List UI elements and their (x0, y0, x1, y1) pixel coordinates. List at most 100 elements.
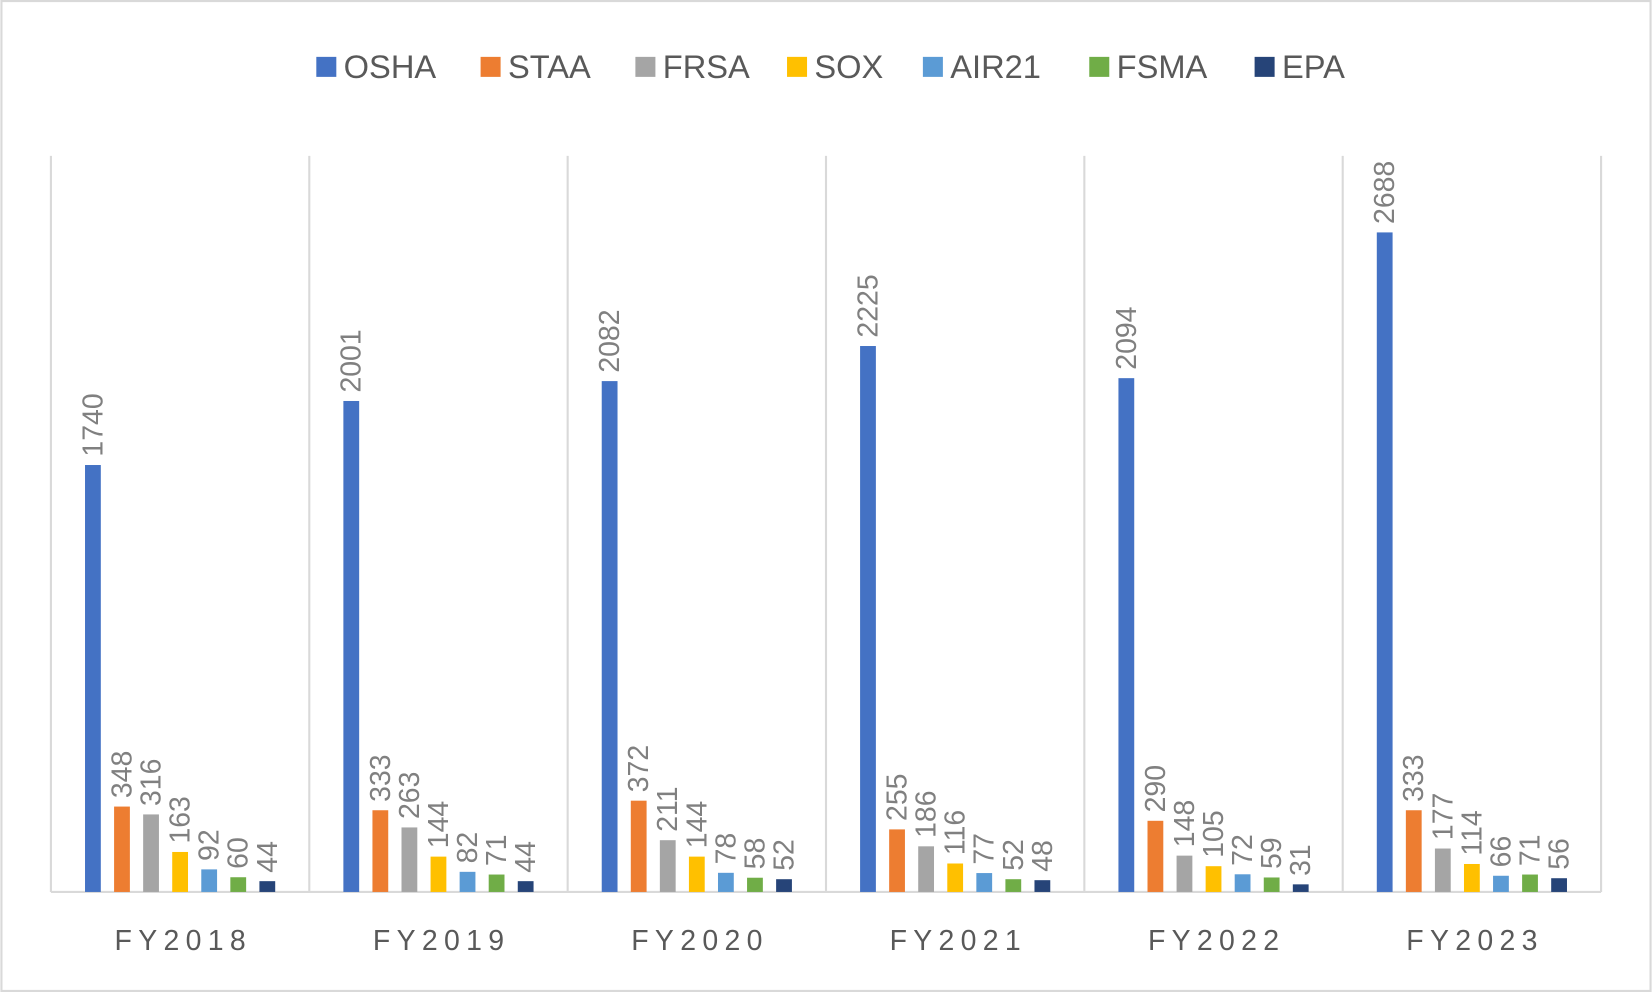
bar-epa-fy2023 (1551, 878, 1567, 892)
data-label: 144 (423, 801, 455, 848)
bar-epa-fy2020 (776, 879, 792, 892)
legend-swatch (922, 56, 943, 77)
bar-staa-fy2023 (1405, 810, 1422, 892)
data-label: 2082 (594, 309, 626, 372)
legend-label: EPA (1282, 48, 1345, 85)
bars (85, 232, 1567, 892)
legend-item-epa: EPA (1254, 48, 1345, 85)
data-label: 44 (252, 841, 284, 873)
data-label: 163 (165, 796, 197, 843)
bar-osha-fy2022 (1118, 378, 1135, 892)
bar-sox-fy2018 (172, 851, 189, 892)
bar-fsma-fy2020 (747, 877, 763, 892)
data-label: 116 (940, 810, 972, 855)
x-tick-label: FY2019 (373, 925, 510, 957)
data-label: 82 (452, 832, 484, 864)
bar-frsa-fy2023 (1434, 848, 1451, 892)
data-label: 44 (510, 841, 542, 873)
bar-frsa-fy2020 (659, 840, 676, 892)
x-axis-ticks: FY2018 FY2019 FY2020 FY2021 FY2022 FY2023 (115, 925, 1543, 957)
data-label: 71 (481, 834, 513, 866)
bar-epa-fy2018 (259, 881, 276, 892)
data-label: 72 (1227, 834, 1259, 866)
legend-item-fsma: FSMA (1089, 48, 1208, 85)
legend-swatch (480, 56, 501, 77)
data-label: 144 (681, 801, 713, 848)
x-tick-label: FY2022 (1148, 925, 1285, 957)
legend-item-sox: SOX (787, 48, 884, 85)
x-tick-label: FY2021 (890, 925, 1027, 957)
data-label: 263 (394, 772, 426, 819)
legend-label: AIR21 (950, 48, 1041, 85)
bar-staa-fy2018 (114, 806, 130, 892)
bar-staa-fy2022 (1147, 820, 1164, 892)
bar-epa-fy2022 (1292, 884, 1309, 892)
bar-frsa-fy2022 (1176, 855, 1193, 892)
bar-fsma-fy2021 (1005, 879, 1022, 892)
legend-label: FSMA (1117, 48, 1208, 85)
data-label: 105 (1198, 810, 1230, 857)
bar-air21-fy2023 (1493, 875, 1509, 892)
bar-sox-fy2019 (430, 856, 447, 892)
data-label: 1740 (77, 393, 109, 456)
legend-label: OSHA (344, 48, 437, 85)
data-label: 290 (1140, 765, 1172, 812)
grid (49, 155, 1603, 894)
data-label: 2225 (852, 274, 884, 337)
legend-item-frsa: FRSA (635, 48, 750, 85)
data-label: 186 (911, 790, 943, 837)
bar-osha-fy2019 (343, 400, 360, 892)
data-label: 177 (1427, 793, 1459, 840)
data-label: 2688 (1369, 161, 1401, 224)
data-label: 59 (1256, 837, 1288, 869)
bar-fsma-fy2023 (1522, 874, 1538, 892)
bar-staa-fy2020 (630, 800, 647, 892)
legend-swatch (1254, 56, 1275, 77)
bar-sox-fy2020 (688, 856, 705, 892)
data-label: 211 (652, 786, 684, 831)
data-label: 348 (106, 751, 138, 798)
bar-epa-fy2021 (1034, 880, 1051, 892)
data-label: 52 (768, 839, 800, 871)
data-label: 78 (710, 833, 742, 865)
bar-fsma-fy2019 (488, 874, 505, 892)
data-label: 92 (194, 829, 226, 861)
data-labels: 1740348316163926044200133326314482714420… (77, 161, 1575, 876)
legend-label: STAA (508, 48, 591, 85)
x-tick-label: FY2018 (115, 925, 252, 957)
bar-epa-fy2019 (517, 881, 534, 892)
x-tick-label: FY2023 (1406, 925, 1543, 957)
legend-swatch (635, 56, 656, 77)
data-label: 77 (969, 833, 1001, 865)
bar-staa-fy2019 (372, 810, 389, 892)
bar-frsa-fy2019 (401, 827, 418, 892)
legend-item-osha: OSHA (316, 48, 436, 85)
data-label: 316 (136, 759, 168, 806)
bar-frsa-fy2021 (918, 846, 935, 892)
bar-sox-fy2023 (1463, 863, 1480, 892)
bar-air21-fy2018 (201, 869, 218, 892)
bar-fsma-fy2022 (1263, 877, 1280, 892)
x-tick-label: FY2020 (631, 925, 768, 957)
data-label: 333 (365, 754, 397, 801)
bar-osha-fy2023 (1376, 232, 1393, 892)
legend-item-staa: STAA (480, 48, 591, 85)
bar-fsma-fy2018 (230, 877, 247, 892)
data-label: 60 (223, 837, 255, 869)
bar-sox-fy2022 (1205, 866, 1222, 892)
bar-sox-fy2021 (947, 863, 964, 892)
data-label: 114 (1456, 810, 1488, 855)
legend-swatch (1089, 56, 1110, 77)
data-label: 66 (1485, 836, 1517, 868)
bar-osha-fy2021 (860, 346, 876, 892)
bar-staa-fy2021 (889, 829, 905, 892)
legend-item-air21: AIR21 (922, 48, 1041, 85)
bar-air21-fy2022 (1234, 874, 1251, 892)
data-label: 56 (1544, 838, 1576, 870)
bar-air21-fy2019 (459, 871, 476, 892)
legend-label: SOX (814, 48, 883, 85)
data-label: 333 (1398, 754, 1430, 801)
data-label: 372 (623, 745, 655, 792)
data-label: 31 (1285, 844, 1317, 876)
